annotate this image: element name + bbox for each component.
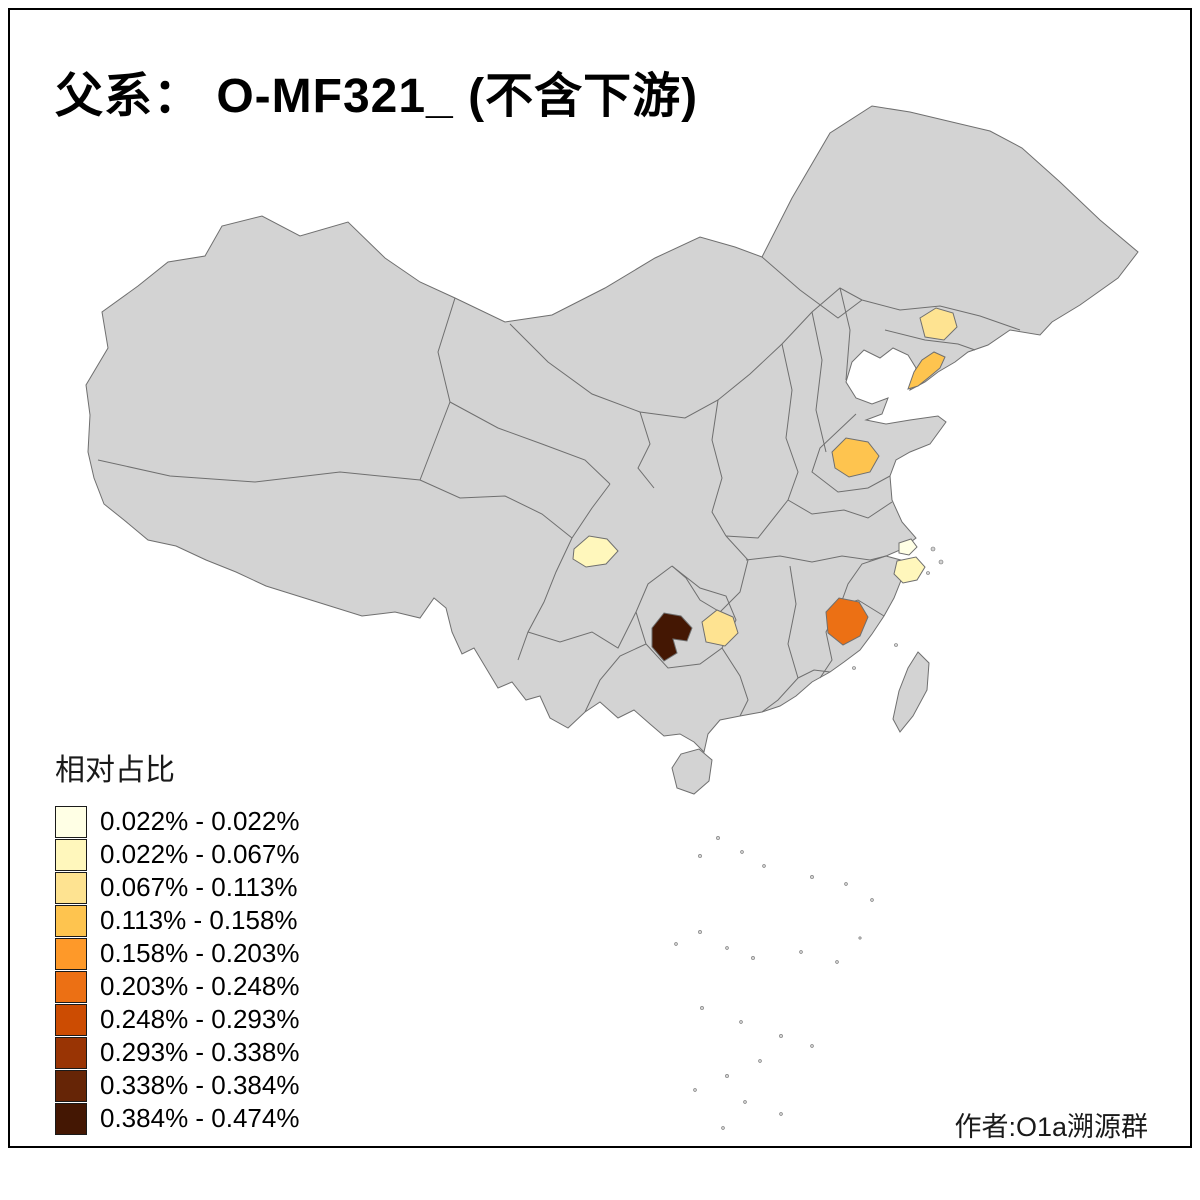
map-title: 父系： O-MF321_ (不含下游) (55, 70, 699, 123)
legend-color-swatch (55, 1069, 87, 1102)
legend-color-swatch (55, 871, 87, 904)
shaded-region-liaodong-peninsula (907, 351, 946, 390)
legend-row: 0.022% - 0.022% (55, 805, 299, 838)
hainan-island-shape (671, 748, 713, 795)
legend-items: 0.022% - 0.022% 0.022% - 0.067% 0.067% -… (55, 805, 299, 1135)
shaded-region-chengdu (572, 535, 619, 568)
legend-row: 0.022% - 0.067% (55, 838, 299, 871)
legend-color-swatch (55, 1003, 87, 1036)
legend-color-swatch (55, 1102, 87, 1135)
legend-row: 0.158% - 0.203% (55, 937, 299, 970)
shaded-region-west-hunan (701, 609, 739, 647)
taiwan-island-shape (892, 651, 930, 733)
legend-range-label: 0.338% - 0.384% (100, 1070, 300, 1100)
legend-range-label: 0.022% - 0.022% (100, 806, 300, 836)
legend-color-swatch (55, 970, 87, 1003)
shaded-region-northeast-jiangxi (825, 597, 869, 646)
mainland-china-shape (85, 105, 1139, 753)
legend-range-label: 0.158% - 0.203% (100, 938, 300, 968)
legend-title: 相对占比 (55, 754, 175, 787)
legend-row: 0.203% - 0.248% (55, 970, 299, 1003)
legend-color-swatch (55, 838, 87, 871)
legend-range-label: 0.203% - 0.248% (100, 971, 300, 1001)
small-islands-group (674, 546, 944, 1130)
author-credit: 作者:O1a溯源群 (954, 1112, 1148, 1142)
legend-row: 0.293% - 0.338% (55, 1036, 299, 1069)
shaded-region-north-zhejiang (893, 556, 926, 584)
landmass-group (85, 105, 1139, 795)
shaded-region-liaoning-central (919, 307, 958, 341)
legend-range-label: 0.384% - 0.474% (100, 1103, 300, 1133)
shaded-region-north-guizhou (651, 612, 693, 662)
legend-range-label: 0.022% - 0.067% (100, 839, 300, 869)
legend-range-label: 0.293% - 0.338% (100, 1037, 300, 1067)
legend-row: 0.338% - 0.384% (55, 1069, 299, 1102)
shaded-region-shanghai (898, 538, 918, 556)
legend-color-swatch (55, 1036, 87, 1069)
legend: 相对占比 0.022% - 0.022% 0.022% - 0.067% 0.0… (55, 745, 299, 1135)
legend-row: 0.248% - 0.293% (55, 1003, 299, 1036)
legend-range-label: 0.248% - 0.293% (100, 1004, 300, 1034)
legend-row: 0.067% - 0.113% (55, 871, 299, 904)
legend-color-swatch (55, 937, 87, 970)
province-borders-group (97, 256, 1021, 717)
legend-range-label: 0.067% - 0.113% (100, 872, 298, 902)
highlighted-regions-group (572, 307, 958, 662)
legend-color-swatch (55, 805, 87, 838)
legend-range-label: 0.113% - 0.158% (100, 905, 298, 935)
legend-row: 0.113% - 0.158% (55, 904, 299, 937)
legend-row: 0.384% - 0.474% (55, 1102, 299, 1135)
legend-color-swatch (55, 904, 87, 937)
shaded-region-west-shandong (831, 437, 880, 478)
